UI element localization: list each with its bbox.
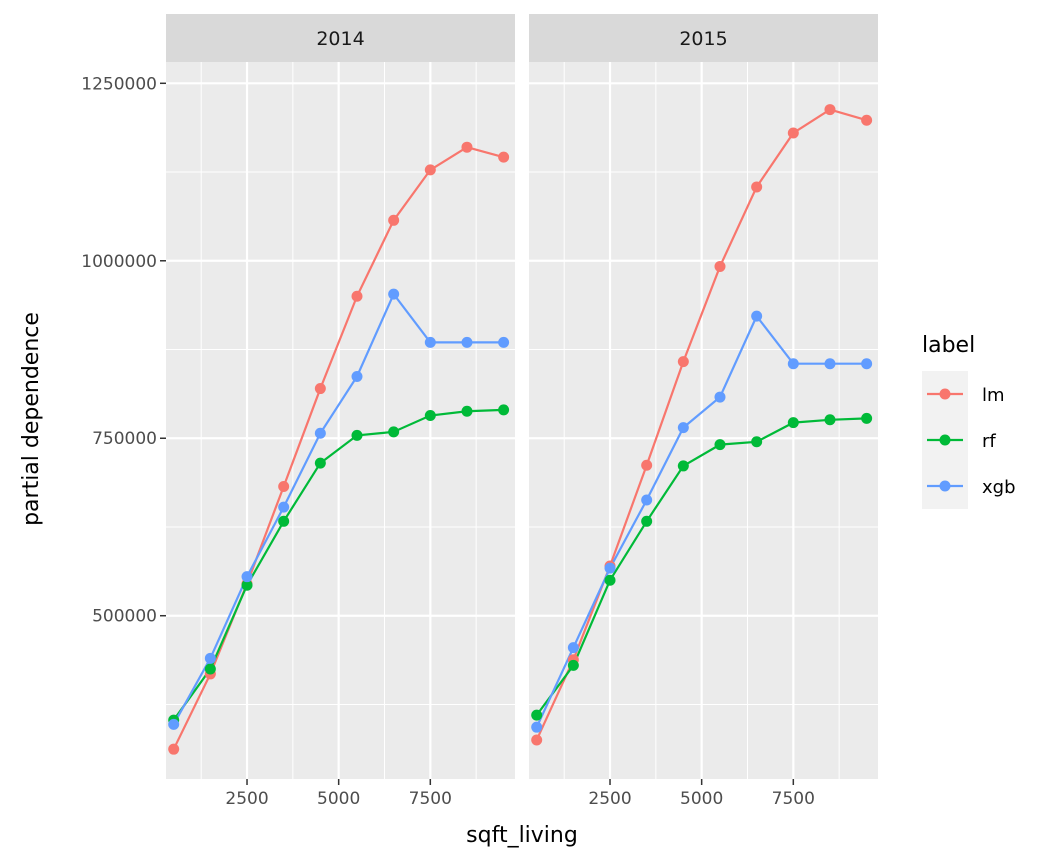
- data-point-xgb: [787, 358, 799, 370]
- data-point-rf: [531, 709, 543, 721]
- data-point-lm: [824, 104, 836, 116]
- data-point-xgb: [604, 562, 616, 574]
- y-tick-label: 750000: [92, 429, 157, 449]
- data-point-lm: [168, 743, 180, 755]
- legend: label lm rf xgb: [922, 333, 1016, 509]
- legend-item-lm: lm: [922, 371, 1005, 417]
- legend-key-point: [939, 388, 951, 400]
- data-point-xgb: [677, 422, 689, 434]
- data-point-rf: [461, 405, 473, 417]
- series-line-xgb: [535, 314, 867, 728]
- data-point-rf: [714, 439, 726, 451]
- data-point-rf: [677, 460, 689, 472]
- strip-label: 2015: [679, 28, 727, 50]
- series-line-xgb: [172, 291, 504, 725]
- legend-label: lm: [982, 385, 1005, 406]
- y-axis-title: partial dependence: [19, 312, 44, 526]
- data-point-rf: [751, 436, 763, 448]
- data-point-xgb: [204, 652, 216, 664]
- data-point-lm: [314, 383, 326, 395]
- x-tick-label: 2500: [225, 789, 268, 809]
- data-point-xgb: [351, 370, 363, 382]
- data-point-lm: [861, 114, 873, 126]
- strip-2015: [529, 14, 878, 62]
- strip-label: 2014: [316, 28, 364, 50]
- x-tick-label: 2500: [588, 789, 631, 809]
- series-line-rf: [172, 408, 504, 721]
- y-tick-label: 500000: [92, 607, 157, 627]
- data-point-rf: [424, 410, 436, 422]
- x-tick-label: 7500: [409, 789, 452, 809]
- legend-label: rf: [982, 431, 996, 452]
- data-point-xgb: [241, 571, 253, 583]
- x-axis: 2500 5000 7500 2500 5000 7500: [225, 779, 815, 809]
- strip-2014: [166, 14, 515, 62]
- data-point-rf: [204, 663, 216, 675]
- panel-2015: 2015: [529, 14, 878, 779]
- data-point-rf: [824, 414, 836, 426]
- x-tick-label: 5000: [317, 789, 360, 809]
- data-point-lm: [751, 181, 763, 193]
- data-point-lm: [424, 164, 436, 176]
- data-point-rf: [241, 579, 253, 591]
- data-point-xgb: [461, 336, 473, 348]
- data-point-rf: [861, 412, 873, 424]
- legend-key-point: [939, 480, 951, 492]
- data-point-rf: [787, 417, 799, 429]
- data-point-rf: [604, 574, 616, 586]
- data-point-rf: [278, 515, 290, 527]
- data-point-xgb: [824, 358, 836, 370]
- y-tick-label: 1250000: [81, 74, 157, 94]
- data-point-xgb: [314, 427, 326, 439]
- data-point-xgb: [424, 336, 436, 348]
- y-tick-label: 1000000: [81, 252, 157, 272]
- panels-layer: 2014 2015: [166, 14, 878, 779]
- x-tick-label: 7500: [772, 789, 815, 809]
- data-point-rf: [388, 426, 400, 438]
- data-point-rf: [498, 404, 510, 416]
- data-point-rf: [567, 659, 579, 671]
- data-point-xgb: [278, 501, 290, 513]
- data-point-xgb: [861, 358, 873, 370]
- legend-label: xgb: [982, 477, 1016, 498]
- data-point-xgb: [714, 391, 726, 403]
- data-point-lm: [498, 151, 510, 163]
- data-point-lm: [351, 290, 363, 302]
- legend-key-point: [939, 434, 951, 446]
- data-point-xgb: [531, 721, 543, 733]
- data-point-rf: [641, 515, 653, 527]
- legend-item-xgb: xgb: [922, 463, 1016, 509]
- data-point-lm: [461, 141, 473, 153]
- panel-background: [166, 62, 515, 779]
- data-point-lm: [677, 356, 689, 368]
- x-tick-label: 5000: [680, 789, 723, 809]
- data-point-lm: [714, 260, 726, 272]
- x-axis-title: sqft_living: [466, 823, 578, 848]
- data-point-rf: [314, 457, 326, 469]
- data-point-xgb: [641, 494, 653, 506]
- legend-title: label: [922, 333, 975, 358]
- data-point-xgb: [751, 310, 763, 322]
- data-point-rf: [351, 429, 363, 441]
- y-axis: 500000 750000 1000000 1250000: [81, 74, 166, 627]
- data-point-xgb: [567, 642, 579, 654]
- panel-2014: 2014: [166, 14, 515, 779]
- data-point-xgb: [498, 336, 510, 348]
- data-point-xgb: [388, 288, 400, 300]
- data-point-xgb: [168, 718, 180, 730]
- legend-item-rf: rf: [922, 417, 996, 463]
- data-point-lm: [787, 127, 799, 139]
- series-line-rf: [535, 417, 867, 716]
- data-point-lm: [641, 459, 653, 471]
- data-point-lm: [278, 481, 290, 493]
- data-point-lm: [388, 214, 400, 226]
- data-point-lm: [531, 734, 543, 746]
- series-line-lm: [535, 108, 867, 741]
